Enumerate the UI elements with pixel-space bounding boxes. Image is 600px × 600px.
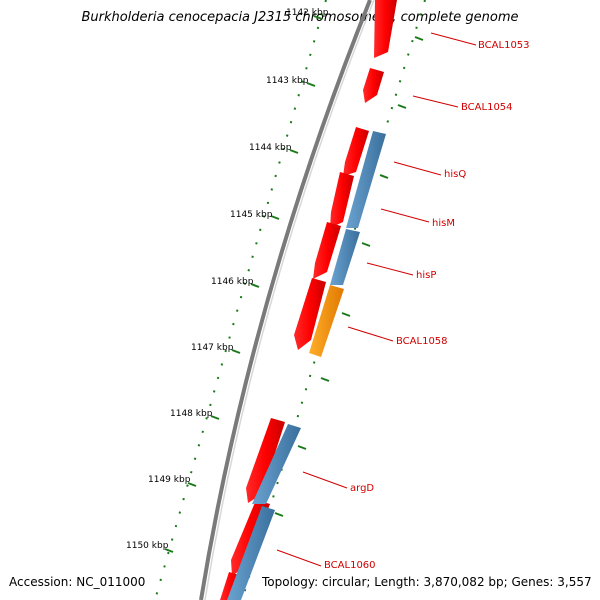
scale-ticks (164, 15, 323, 553)
tick-label: 1149 kbp (148, 475, 191, 485)
tick-label: 1148 kbp (170, 409, 213, 419)
gene-blue-4[interactable] (227, 506, 275, 600)
tick-label: 1150 kbp (126, 541, 169, 551)
tick-labels: 1142 kbp 1143 kbp 1144 kbp 1145 kbp 1146… (126, 8, 329, 551)
gene-bcal1053-arrow[interactable] (374, 0, 397, 58)
accession-text: Accession: NC_011000 (9, 575, 146, 589)
gene-label[interactable]: argD (350, 483, 374, 494)
genome-backbone (199, 0, 372, 600)
tick-label: 1146 kbp (211, 277, 254, 287)
gene-label[interactable]: BCAL1053 (478, 40, 530, 51)
gene-bcal1058-arrow[interactable] (294, 278, 326, 350)
gene-blue-1[interactable] (346, 131, 386, 228)
inner-ring-ticks (274, 36, 424, 517)
genome-backbone-highlight (204, 0, 375, 600)
tick-label: 1143 kbp (266, 76, 309, 86)
gene-argD-arrow[interactable] (246, 418, 285, 503)
forward-strand-genes (220, 0, 397, 600)
gene-hisM-arrow[interactable] (330, 172, 354, 228)
gene-bcal1058-complement[interactable] (309, 285, 344, 357)
gene-blue-3[interactable] (252, 424, 301, 504)
gene-leader-lines (276, 32, 477, 567)
gene-label[interactable]: hisM (432, 218, 455, 229)
gene-label[interactable]: hisP (416, 270, 436, 281)
outer-tick-ring (154, 0, 327, 600)
tick-label: 1145 kbp (230, 210, 273, 220)
gene-hisP-arrow[interactable] (313, 222, 341, 279)
gene-label[interactable]: BCAL1060 (324, 560, 376, 571)
gene-label[interactable]: hisQ (444, 169, 466, 180)
gene-blue-2[interactable] (330, 229, 360, 285)
reverse-strand-genes (227, 131, 386, 600)
gene-hisQ-arrow[interactable] (343, 127, 369, 176)
genome-summary-text: Topology: circular; Length: 3,870,082 bp… (262, 575, 592, 589)
map-title: Burkholderia cenocepacia J2315 chromosom… (81, 10, 519, 25)
tick-label: 1144 kbp (249, 143, 292, 153)
tick-label: 1147 kbp (191, 343, 234, 353)
gene-label[interactable]: BCAL1058 (396, 336, 448, 347)
gene-label[interactable]: BCAL1054 (461, 102, 513, 113)
gene-bcal1054-arrow[interactable] (363, 68, 384, 103)
gene-labels: BCAL1053 BCAL1054 hisQ hisM hisP BCAL105… (324, 40, 530, 571)
tick-label: 1142 kbp (286, 8, 329, 18)
